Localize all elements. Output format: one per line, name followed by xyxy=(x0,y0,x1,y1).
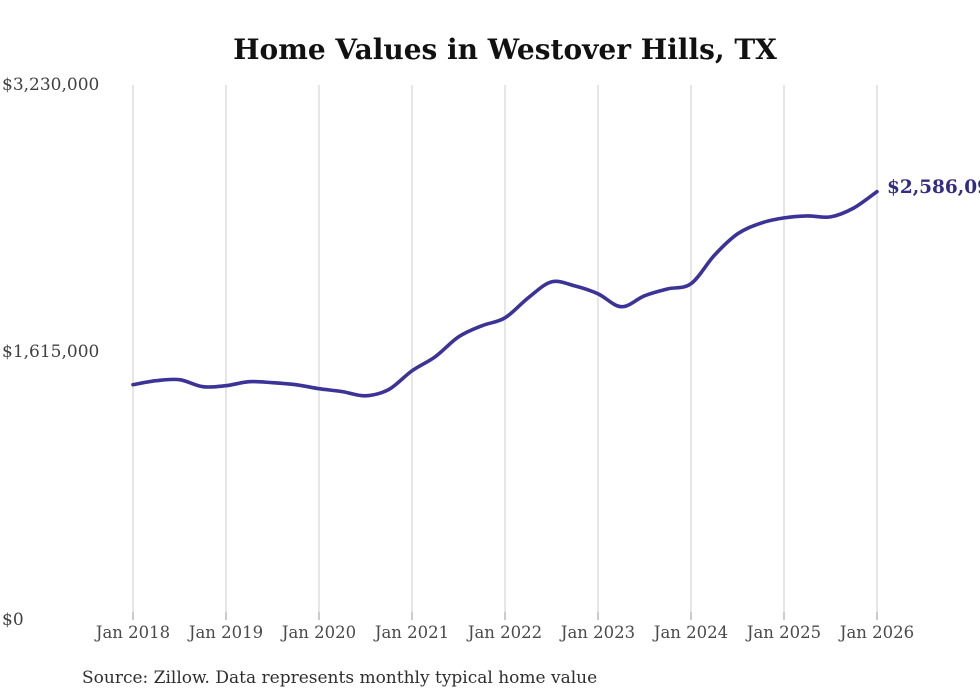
x-tick-label: Jan 2022 xyxy=(467,623,543,642)
y-tick-label: $0 xyxy=(2,609,24,630)
x-tick-label: Jan 2019 xyxy=(188,623,264,642)
x-tick-label: Jan 2018 xyxy=(95,623,171,642)
chart-title: Home Values in Westover Hills, TX xyxy=(233,33,777,66)
x-tick-label: Jan 2024 xyxy=(653,623,729,642)
y-tick-label: $1,615,000 xyxy=(2,342,100,363)
x-tick-label: Jan 2025 xyxy=(746,623,822,642)
x-tick-label: Jan 2023 xyxy=(560,623,636,642)
y-tick-label: $3,230,000 xyxy=(2,75,100,95)
x-tick-label: Jan 2020 xyxy=(281,623,357,642)
last-value-annotation: $2,586,097 xyxy=(887,177,980,198)
x-tick-label: Jan 2021 xyxy=(374,623,450,642)
home-value-line xyxy=(131,189,879,398)
source-note: Source: Zillow. Data represents monthly … xyxy=(82,668,598,688)
x-tick-label: Jan 2026 xyxy=(839,623,915,642)
